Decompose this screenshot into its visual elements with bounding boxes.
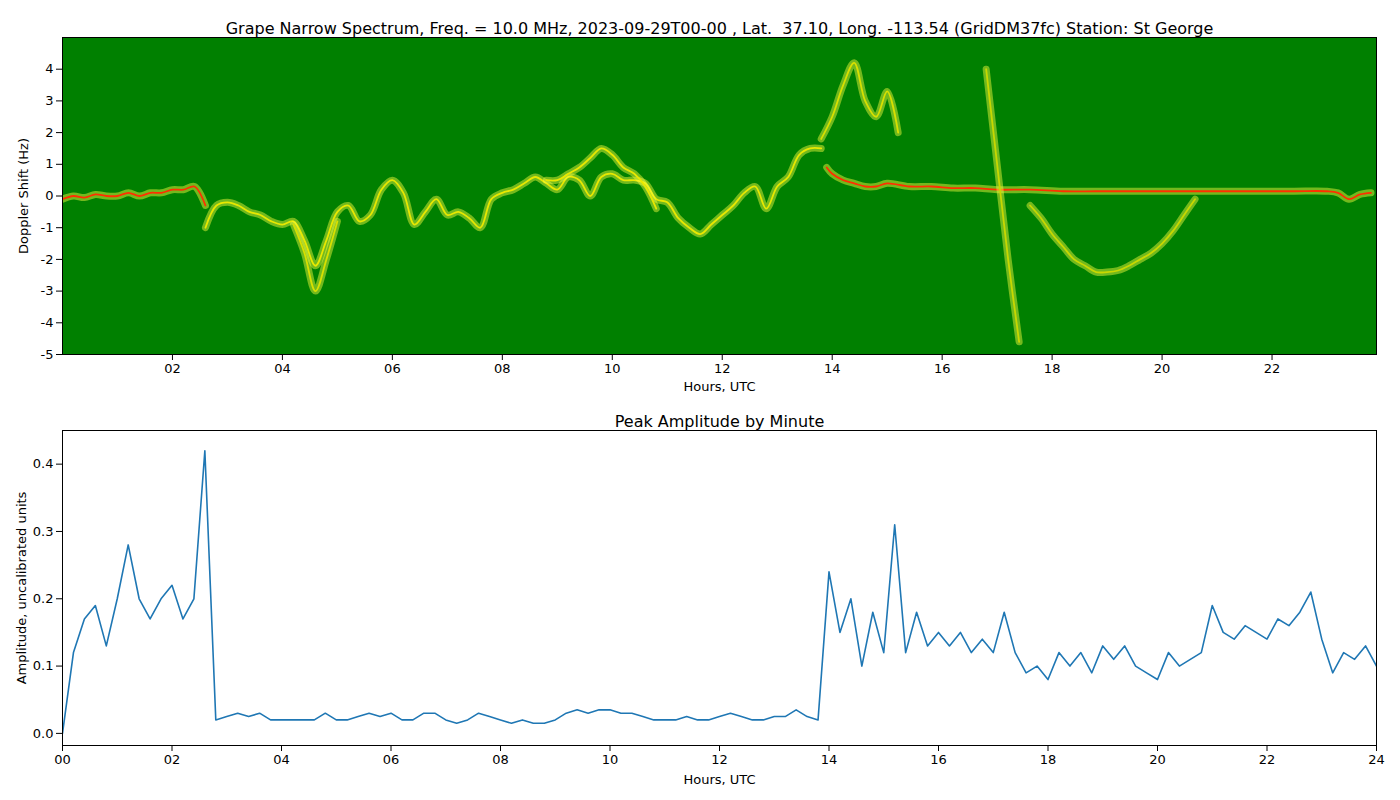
svg-text:22: 22	[1259, 752, 1276, 767]
svg-text:4: 4	[45, 61, 53, 76]
svg-text:0.0: 0.0	[33, 726, 54, 741]
svg-text:Hours, UTC: Hours, UTC	[683, 772, 755, 787]
svg-text:0.1: 0.1	[33, 658, 54, 673]
svg-text:10: 10	[602, 752, 619, 767]
svg-text:08: 08	[494, 361, 511, 376]
svg-text:14: 14	[821, 752, 838, 767]
svg-text:Grape Narrow Spectrum, Freq. =: Grape Narrow Spectrum, Freq. = 10.0 MHz,…	[226, 19, 1214, 38]
svg-text:06: 06	[384, 361, 401, 376]
svg-text:-2: -2	[41, 252, 54, 267]
svg-text:04: 04	[273, 752, 290, 767]
svg-text:0: 0	[45, 188, 53, 203]
svg-text:08: 08	[492, 752, 509, 767]
svg-text:1: 1	[45, 156, 53, 171]
svg-text:0.2: 0.2	[33, 591, 54, 606]
svg-text:00: 00	[54, 752, 71, 767]
svg-text:16: 16	[934, 361, 951, 376]
svg-text:18: 18	[1044, 361, 1061, 376]
svg-text:Doppler Shift (Hz): Doppler Shift (Hz)	[16, 138, 31, 254]
svg-text:Peak Amplitude by Minute: Peak Amplitude by Minute	[615, 412, 825, 431]
svg-text:24: 24	[1368, 752, 1385, 767]
svg-text:12: 12	[711, 752, 728, 767]
svg-text:Amplitude, uncalibrated units: Amplitude, uncalibrated units	[14, 491, 29, 684]
svg-text:06: 06	[383, 752, 400, 767]
svg-text:0.4: 0.4	[33, 456, 54, 471]
svg-text:-4: -4	[41, 315, 54, 330]
svg-text:22: 22	[1264, 361, 1281, 376]
svg-text:10: 10	[604, 361, 621, 376]
svg-text:-3: -3	[41, 283, 54, 298]
svg-text:Hours, UTC: Hours, UTC	[683, 379, 755, 394]
svg-text:20: 20	[1149, 752, 1166, 767]
svg-text:02: 02	[164, 361, 181, 376]
svg-text:14: 14	[824, 361, 841, 376]
svg-text:16: 16	[930, 752, 947, 767]
svg-text:-1: -1	[41, 220, 54, 235]
svg-text:04: 04	[274, 361, 291, 376]
svg-text:12: 12	[714, 361, 731, 376]
svg-text:18: 18	[1040, 752, 1057, 767]
svg-text:3: 3	[45, 93, 53, 108]
svg-text:-5: -5	[41, 347, 54, 362]
svg-text:0.3: 0.3	[33, 524, 54, 539]
svg-text:2: 2	[45, 125, 53, 140]
svg-text:20: 20	[1154, 361, 1171, 376]
svg-text:02: 02	[164, 752, 181, 767]
